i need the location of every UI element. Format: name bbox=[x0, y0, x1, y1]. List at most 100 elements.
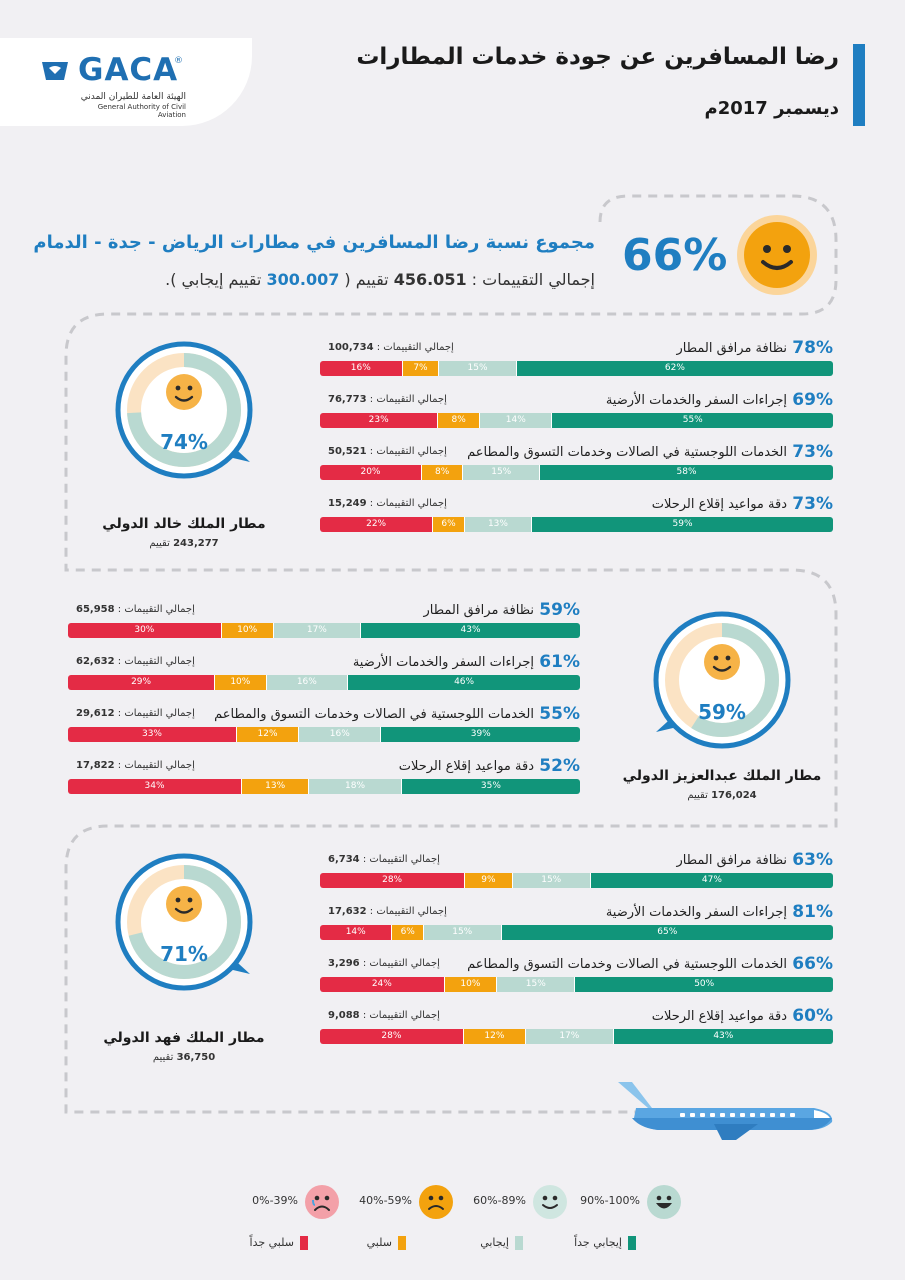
metric-bar: 33% 12% 16% 39% bbox=[68, 727, 580, 742]
logo-arabic-name: الهيئة العامة للطيران المدني bbox=[80, 92, 186, 102]
metric-total-label: إجمالي التقييمات : bbox=[117, 656, 195, 667]
bar-segment: 8% bbox=[437, 413, 480, 428]
legend-range-label: 0%-39% bbox=[252, 1194, 298, 1207]
bar-segment: 33% bbox=[68, 727, 236, 742]
metric-bar: 29% 10% 16% 46% bbox=[68, 675, 580, 690]
metric-percent: 52% bbox=[539, 756, 580, 776]
smile-face-icon bbox=[533, 1185, 567, 1219]
gaca-emblem-icon bbox=[42, 62, 68, 80]
bar-segment: 34% bbox=[68, 779, 242, 794]
metric-percent: 69% bbox=[792, 390, 833, 410]
bar-segment: 18% bbox=[308, 779, 401, 794]
bar-segment: 9% bbox=[464, 873, 512, 888]
badge-ring-fill bbox=[665, 623, 779, 737]
legend-swatch bbox=[628, 1236, 636, 1250]
metric-percent: 81% bbox=[792, 902, 833, 922]
airport-rating-ring bbox=[115, 853, 253, 991]
metric-total-value: 100,734 bbox=[328, 342, 374, 353]
metric-total-value: 15,249 bbox=[328, 498, 367, 509]
metric-total-label: إجمالي التقييمات : bbox=[376, 342, 454, 353]
bar-segment: 14% bbox=[320, 925, 392, 940]
bar-segment: 7% bbox=[401, 361, 439, 376]
bar-segment: 50% bbox=[574, 977, 833, 992]
bar-segment: 46% bbox=[347, 675, 580, 690]
metric-total-label: إجمالي التقييمات : bbox=[117, 604, 195, 615]
bar-segment: 15% bbox=[496, 977, 575, 992]
bar-segment: 62% bbox=[515, 361, 833, 376]
bar-segment: 8% bbox=[420, 465, 463, 480]
logo-english-name: General Authority of Civil Aviation bbox=[97, 103, 186, 119]
metric-total-label: إجمالي التقييمات : bbox=[362, 854, 440, 865]
metric-total-label: إجمالي التقييمات : bbox=[369, 446, 447, 457]
metric-name: إجراءات السفر والخدمات الأرضية bbox=[605, 393, 787, 408]
metric-name: الخدمات اللوجستية في الصالات وخدمات التس… bbox=[467, 957, 787, 972]
summary-positive: 300.007 bbox=[266, 270, 340, 289]
airport-rating-ring bbox=[115, 341, 253, 479]
bar-segment: 47% bbox=[589, 873, 833, 888]
badge-ring-fill bbox=[127, 353, 241, 467]
bar-segment: 12% bbox=[462, 1029, 525, 1044]
metric-name: دقة مواعيد إقلاع الرحلات bbox=[398, 759, 534, 774]
metric-bar: 30% 10% 17% 43% bbox=[68, 623, 580, 638]
metric-total-label: إجمالي التقييمات : bbox=[362, 1010, 440, 1021]
legend-category-label: إيجابي جداً bbox=[574, 1236, 622, 1249]
bar-segment: 23% bbox=[320, 413, 438, 428]
metric-percent: 59% bbox=[539, 600, 580, 620]
bar-segment: 6% bbox=[432, 517, 464, 532]
summary-mid: تقييم ( bbox=[339, 270, 394, 289]
metric-total-value: 17,632 bbox=[328, 906, 367, 917]
summary-percent: 66% bbox=[622, 230, 728, 281]
airport-percent: 71% bbox=[160, 942, 208, 966]
airport-name: مطار الملك عبدالعزيز الدولي bbox=[622, 768, 822, 784]
metric-name: دقة مواعيد إقلاع الرحلات bbox=[651, 497, 787, 512]
bar-segment: 58% bbox=[539, 465, 833, 480]
logo-registered-mark: ® bbox=[174, 56, 183, 66]
bar-segment: 30% bbox=[68, 623, 221, 638]
page-title: رضا المسافرين عن جودة خدمات المطارات bbox=[356, 44, 839, 70]
legend-swatch bbox=[398, 1236, 406, 1250]
badge-ring-fill bbox=[127, 865, 241, 979]
smile-face-icon bbox=[166, 886, 202, 922]
logo-text: GACA bbox=[78, 52, 179, 88]
metric-total: إجمالي التقييمات : 50,521 bbox=[328, 446, 447, 457]
bar-segment: 65% bbox=[500, 925, 833, 940]
metric-bar: 34% 13% 18% 35% bbox=[68, 779, 580, 794]
bar-segment: 15% bbox=[462, 465, 540, 480]
airport-rating-ring bbox=[653, 611, 791, 749]
metric-total: إجمالي التقييمات : 3,296 bbox=[328, 958, 440, 969]
metric-name: نظافة مرافق المطار bbox=[676, 341, 788, 356]
smile-face-icon bbox=[166, 374, 202, 410]
rating-count-label: تقييم bbox=[152, 1052, 174, 1063]
metric-total: إجمالي التقييمات : 17,822 bbox=[76, 760, 195, 771]
bar-segment: 35% bbox=[400, 779, 580, 794]
bar-segment: 59% bbox=[531, 517, 833, 532]
metric-total: إجمالي التقييمات : 65,958 bbox=[76, 604, 195, 615]
metric-total-value: 62,632 bbox=[76, 656, 115, 667]
metric-total: إجمالي التقييمات : 6,734 bbox=[328, 854, 440, 865]
very-happy-face-icon bbox=[647, 1185, 681, 1219]
bar-segment: 10% bbox=[214, 675, 266, 690]
metric-total-value: 17,822 bbox=[76, 760, 115, 771]
bar-segment: 16% bbox=[265, 675, 348, 690]
bar-segment: 16% bbox=[298, 727, 381, 742]
metric-bar: 14% 6% 15% 65% bbox=[320, 925, 833, 940]
airport-percent: 74% bbox=[160, 430, 208, 454]
bar-segment: 15% bbox=[423, 925, 501, 940]
bar-segment: 12% bbox=[235, 727, 299, 742]
metric-total-value: 9,088 bbox=[328, 1010, 360, 1021]
summary-suffix: تقييم إيجابي ). bbox=[165, 270, 267, 289]
bar-segment: 13% bbox=[241, 779, 309, 794]
metric-name: دقة مواعيد إقلاع الرحلات bbox=[651, 1009, 787, 1024]
bar-segment: 15% bbox=[511, 873, 590, 888]
metric-percent: 78% bbox=[792, 338, 833, 358]
bar-segment: 6% bbox=[391, 925, 423, 940]
sad-face-icon bbox=[419, 1185, 453, 1219]
bar-segment: 17% bbox=[524, 1029, 613, 1044]
airport-name: مطار الملك فهد الدولي bbox=[103, 1030, 265, 1046]
bar-segment: 29% bbox=[68, 675, 215, 690]
metric-total-value: 65,958 bbox=[76, 604, 115, 615]
rating-count-label: تقييم bbox=[687, 790, 708, 801]
rating-count-value: 36,750 bbox=[176, 1052, 216, 1063]
bar-segment: 10% bbox=[443, 977, 497, 992]
